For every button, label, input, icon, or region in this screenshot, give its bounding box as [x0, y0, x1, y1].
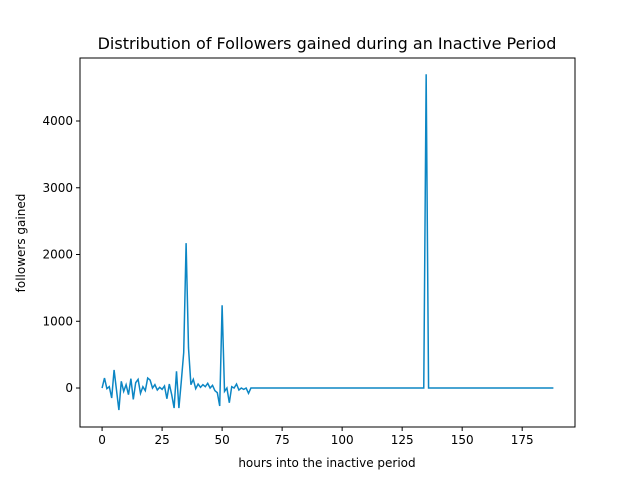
y-tick-label: 4000: [42, 114, 73, 128]
x-axis-label: hours into the inactive period: [238, 456, 415, 470]
y-axis-label: followers gained: [14, 194, 28, 293]
x-tick-label: 25: [154, 433, 169, 447]
y-tick-label: 2000: [42, 248, 73, 262]
x-tick-label: 150: [451, 433, 474, 447]
y-tick-label: 0: [65, 381, 73, 395]
data-line: [101, 74, 554, 411]
y-tick-label: 1000: [42, 314, 73, 328]
x-tick-label: 0: [98, 433, 106, 447]
plot-frame: [79, 57, 576, 428]
x-tick-label: 100: [331, 433, 354, 447]
y-tick-label: 3000: [42, 181, 73, 195]
x-tick-label: 75: [274, 433, 289, 447]
x-tick-label: 125: [391, 433, 414, 447]
x-tick-label: 50: [214, 433, 229, 447]
x-tick-label: 175: [511, 433, 534, 447]
chart-title: Distribution of Followers gained during …: [98, 34, 557, 53]
